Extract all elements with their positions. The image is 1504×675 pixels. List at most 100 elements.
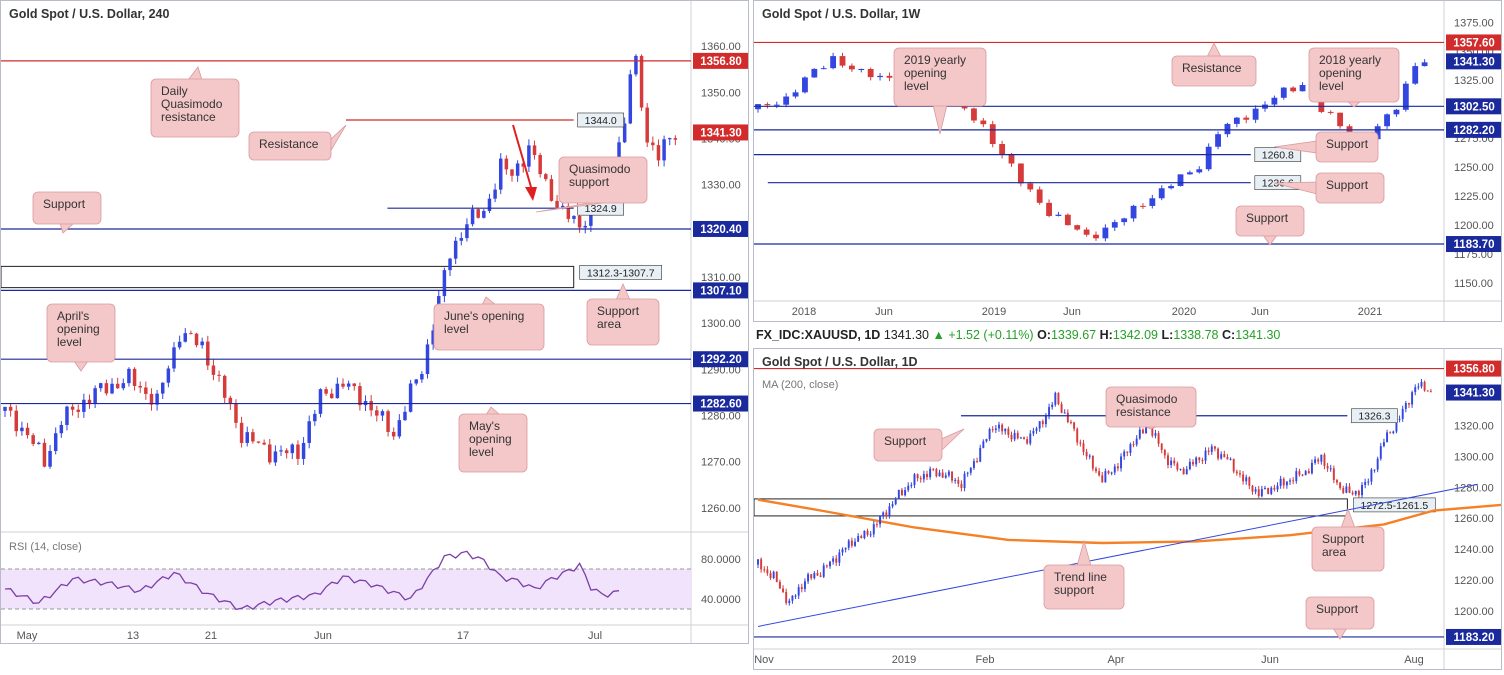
rsi-label: RSI (14, close) xyxy=(9,541,82,553)
candle-body xyxy=(1326,465,1329,469)
candle-body xyxy=(1151,427,1154,436)
x-tick-label: Aug xyxy=(1404,654,1424,666)
daily-chart-svg[interactable]: 1340.001320.001300.001280.001260.001240.… xyxy=(754,349,1502,670)
annotation-box xyxy=(1043,564,1125,610)
candle-body xyxy=(1226,457,1229,460)
candle-body xyxy=(885,512,888,517)
annotation-text: support xyxy=(1054,583,1095,597)
candle-body xyxy=(375,410,379,416)
candle-body xyxy=(1243,117,1250,120)
candle-body xyxy=(1361,484,1363,496)
candle-body xyxy=(1063,412,1066,414)
annotation-text: level xyxy=(1319,79,1344,93)
annotation-box xyxy=(1315,172,1385,204)
candle-body xyxy=(1141,429,1144,434)
candle-body xyxy=(493,189,497,199)
candle-body xyxy=(48,450,52,467)
ohlc-symbol: FX_IDC:XAUUSD, 1D xyxy=(756,328,881,342)
candle-body xyxy=(538,154,542,175)
candle-body xyxy=(816,573,819,576)
h4-chart-panel[interactable]: 1360.001350.001340.001330.001320.001310.… xyxy=(0,0,749,644)
candle-body xyxy=(1126,451,1129,453)
candle-body xyxy=(1023,437,1025,440)
price-box-label: 1341.30 xyxy=(1453,56,1495,68)
candle-body xyxy=(566,205,571,219)
price-box xyxy=(1446,628,1501,645)
h4-chart-svg[interactable]: 1360.001350.001340.001330.001320.001310.… xyxy=(1,1,749,644)
candle-body xyxy=(954,479,957,481)
candle-body xyxy=(138,385,142,388)
candle-body xyxy=(622,123,627,143)
candle-body xyxy=(296,444,300,459)
candle-body xyxy=(1429,391,1432,393)
candle-body xyxy=(560,205,565,208)
candle-body xyxy=(1215,134,1221,147)
candle-body xyxy=(1095,468,1097,472)
daily-chart-panel[interactable]: 1340.001320.001300.001280.001260.001240.… xyxy=(753,348,1502,670)
candle-body xyxy=(947,471,950,476)
rsi-band xyxy=(1,569,691,609)
candle-body xyxy=(634,55,638,75)
candle-body xyxy=(998,424,1000,429)
candle-body xyxy=(1195,457,1198,465)
candle-body xyxy=(966,472,969,474)
annotation-text: opening xyxy=(469,432,512,446)
y-tick-label: 1280.00 xyxy=(701,411,741,423)
candle-body xyxy=(764,104,771,106)
candle-body xyxy=(453,240,458,259)
candle-body xyxy=(882,512,885,516)
y-tick-label: 1320.00 xyxy=(1454,420,1494,432)
candle-body xyxy=(87,399,92,404)
candle-body xyxy=(256,441,261,443)
x-tick-label: Jun xyxy=(314,630,332,642)
candle-body xyxy=(1129,444,1132,453)
candle-body xyxy=(830,56,837,69)
ohlc-low: 1338.78 xyxy=(1173,328,1219,342)
candle-body xyxy=(848,65,855,70)
candle-body xyxy=(1027,183,1034,190)
candle-body xyxy=(1323,454,1326,466)
y-tick-label: 1200.00 xyxy=(1454,220,1494,232)
candle-body xyxy=(1158,188,1165,199)
candle-body xyxy=(93,388,97,404)
candle-body xyxy=(1290,87,1297,92)
price-box-label: 1282.20 xyxy=(1453,125,1495,137)
candle-body xyxy=(448,258,452,271)
candle-body xyxy=(860,536,863,539)
candle-body xyxy=(1411,392,1414,405)
candle-body xyxy=(206,341,210,366)
candle-body xyxy=(785,591,788,604)
candle-body xyxy=(515,163,520,176)
candle-body xyxy=(999,144,1006,155)
rsi-tick-label: 80.0000 xyxy=(701,554,741,566)
y-tick-label: 1330.00 xyxy=(701,180,741,192)
candle-body xyxy=(1232,458,1235,472)
candle-body xyxy=(20,427,24,432)
level-tag: 1344.0 xyxy=(585,115,617,127)
candle-body xyxy=(284,450,289,454)
candle-body xyxy=(985,438,988,442)
candle-body xyxy=(1257,489,1260,497)
candle-body xyxy=(988,429,991,439)
annotation-box xyxy=(1235,205,1305,237)
annotation-text: Support xyxy=(597,304,640,318)
weekly-chart-panel[interactable]: 1375.001350.001325.001300.001275.001250.… xyxy=(753,0,1502,322)
candle-body xyxy=(1168,186,1175,189)
candle-body xyxy=(1235,471,1238,474)
candle-body xyxy=(1270,487,1273,494)
price-box xyxy=(693,220,748,237)
candle-body xyxy=(177,341,182,348)
candle-body xyxy=(1017,163,1024,184)
candle-body xyxy=(414,379,418,384)
candle-body xyxy=(1173,460,1176,464)
candle-body xyxy=(916,474,919,479)
ma-label: MA (200, close) xyxy=(762,379,839,391)
candle-body xyxy=(1016,432,1019,439)
candle-body xyxy=(273,451,278,463)
weekly-chart-svg[interactable]: 1375.001350.001325.001300.001275.001250.… xyxy=(754,1,1502,322)
candle-body xyxy=(1379,446,1382,459)
candle-body xyxy=(913,474,916,486)
candle-body xyxy=(1036,189,1043,203)
candle-body xyxy=(1245,477,1248,482)
x-tick-label: 2020 xyxy=(1172,306,1196,318)
